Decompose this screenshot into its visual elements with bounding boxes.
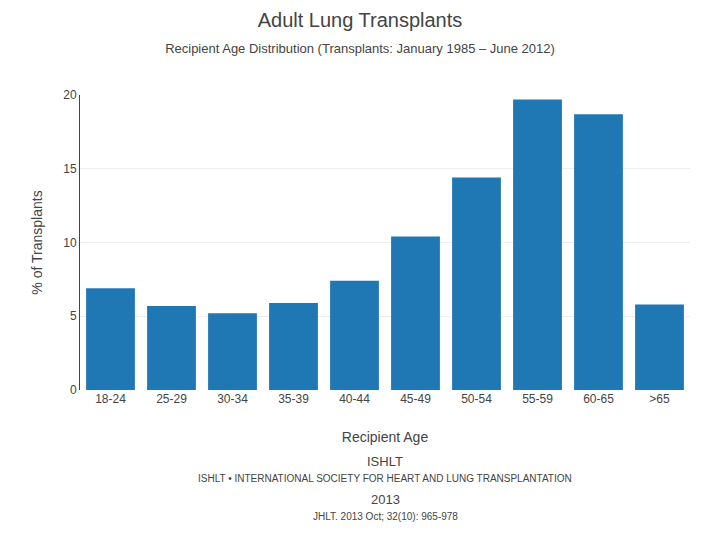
svg-text:30-34: 30-34 [217, 392, 248, 406]
svg-text:0: 0 [70, 383, 77, 397]
svg-text:5: 5 [70, 309, 77, 323]
svg-text:>65: >65 [649, 392, 670, 406]
svg-text:40-44: 40-44 [339, 392, 370, 406]
svg-text:Adult Lung TransplantsRecipien: Adult Lung TransplantsRecipient Age Dist… [165, 9, 555, 56]
svg-text:18-24: 18-24 [95, 392, 126, 406]
svg-text:20: 20 [63, 88, 77, 102]
svg-text:Recipient Age: Recipient Age [342, 429, 429, 445]
svg-text:% of Transplants: % of Transplants [29, 190, 45, 294]
svg-text:ISHLT • INTERNATIONAL SOCIETY: ISHLT • INTERNATIONAL SOCIETY FOR HEART … [198, 473, 572, 484]
svg-text:60-65: 60-65 [583, 392, 614, 406]
svg-text:45-49: 45-49 [400, 392, 431, 406]
svg-text:50-54: 50-54 [461, 392, 492, 406]
svg-text:2013: 2013 [371, 492, 400, 507]
svg-text:35-39: 35-39 [278, 392, 309, 406]
svg-text:JHLT. 2013 Oct; 32(10): 965-97: JHLT. 2013 Oct; 32(10): 965-978 [313, 511, 458, 522]
svg-text:ISHLT: ISHLT [367, 454, 403, 469]
svg-text:55-59: 55-59 [522, 392, 553, 406]
svg-text:10: 10 [63, 236, 77, 250]
svg-text:15: 15 [63, 162, 77, 176]
svg-text:25-29: 25-29 [156, 392, 187, 406]
